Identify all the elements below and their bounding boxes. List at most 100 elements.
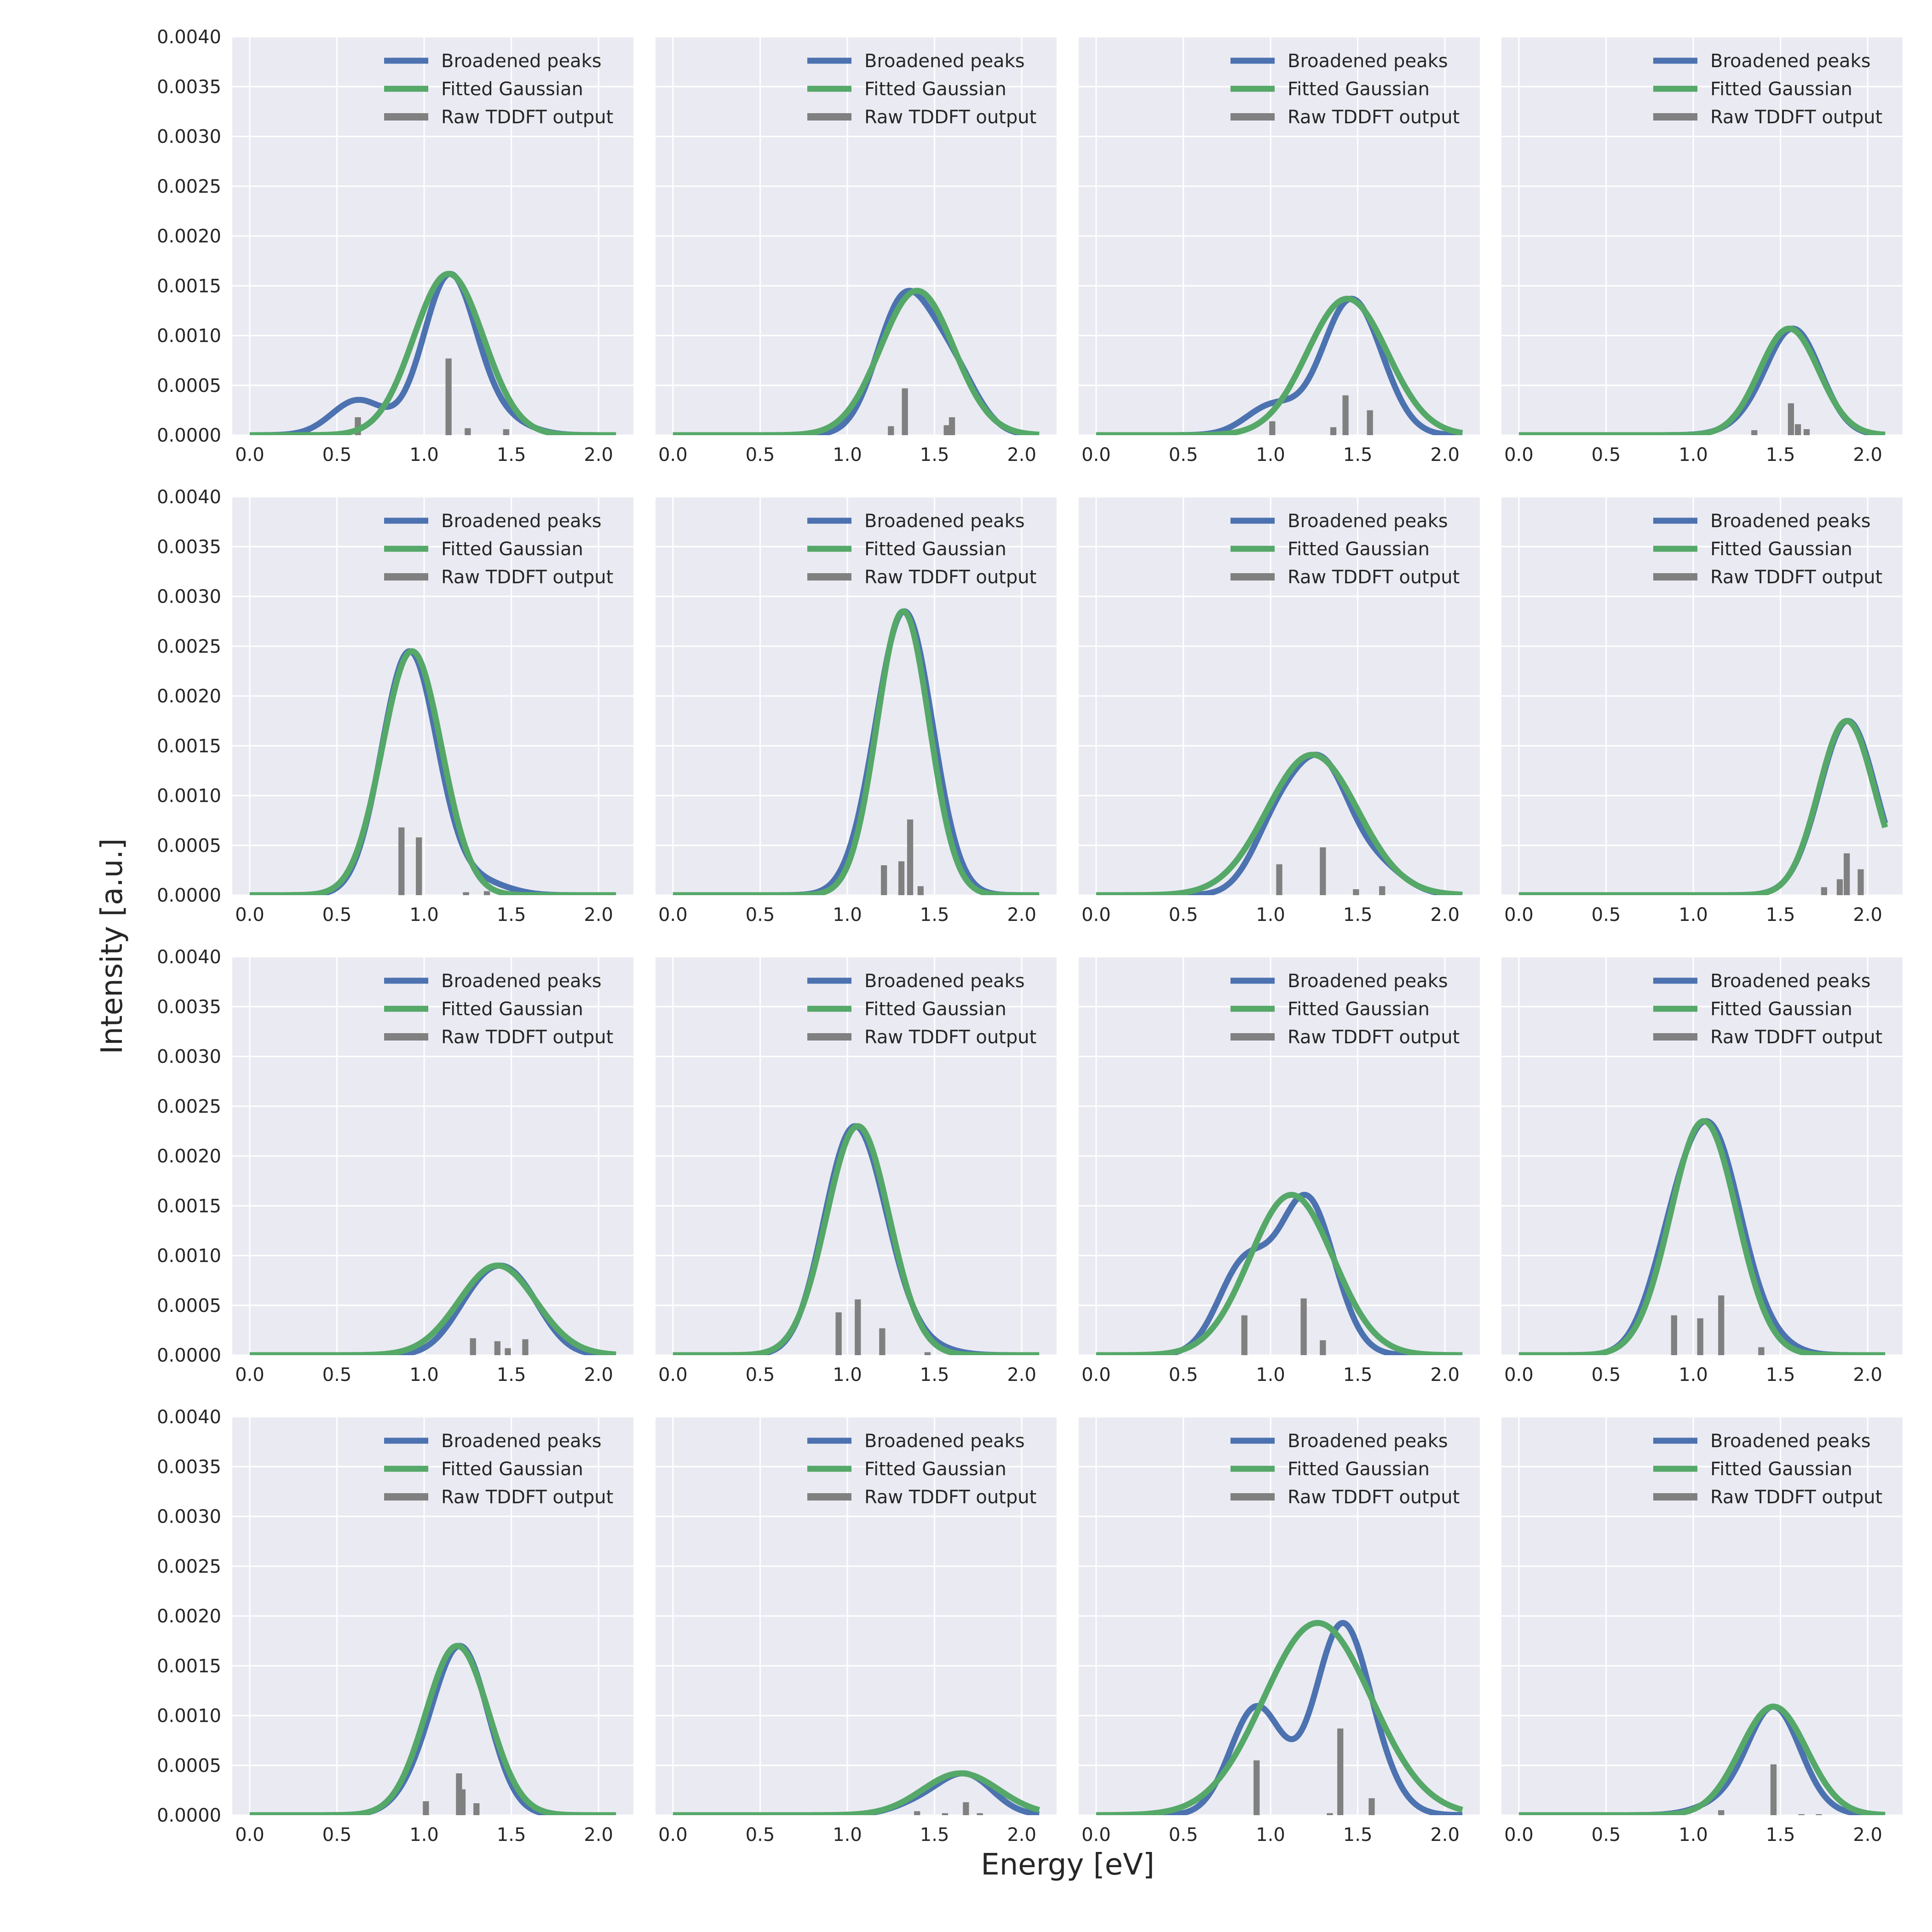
x-tick-label: 2.0 xyxy=(1430,1364,1460,1386)
y-tick-label: 0.0000 xyxy=(157,425,221,446)
raw-tddft-bar xyxy=(522,1339,529,1355)
raw-tddft-bar xyxy=(1342,395,1349,435)
x-tick-label: 1.0 xyxy=(1256,1364,1285,1386)
x-tick-label: 2.0 xyxy=(1007,444,1036,466)
x-tick-label: 2.0 xyxy=(584,1364,613,1386)
x-tick-label: 1.5 xyxy=(497,1824,526,1846)
legend-label: Raw TDDFT output xyxy=(864,107,1036,128)
legend: Broadened peaks Fitted Gaussian Raw TDDFT … xyxy=(1653,971,1882,1048)
x-tick-label: 0.5 xyxy=(1592,1364,1621,1386)
subplot-10: 0.0 0.5 1.0 1.5 2.0 Broadened peaks Fitted Gau… xyxy=(656,956,1057,1386)
raw-tddft-bar xyxy=(1788,403,1794,435)
x-tick-label: 1.5 xyxy=(497,444,526,466)
y-tick-label: 0.0015 xyxy=(157,1656,221,1677)
plot-marks xyxy=(1094,1191,1464,1355)
x-tick-label: 0.0 xyxy=(1081,904,1111,926)
legend-label: Fitted Gaussian xyxy=(1288,79,1430,100)
subplot-8: 0.0 0.5 1.0 1.5 2.0 Broadened peaks Fitted Gau… xyxy=(1501,496,1903,926)
y-tick-label: 0.0025 xyxy=(157,636,221,657)
raw-tddft-bar xyxy=(1794,424,1801,435)
raw-tddft-bar xyxy=(1327,1813,1333,1815)
raw-tddft-bar xyxy=(459,1789,466,1815)
x-tick-label: 1.5 xyxy=(1343,444,1373,466)
plot-marks xyxy=(1094,295,1464,435)
x-tick-label: 1.5 xyxy=(1766,1824,1795,1846)
x-tick-label: 1.0 xyxy=(833,1364,862,1386)
y-tick-label: 0.0015 xyxy=(157,1196,221,1217)
y-tick-label: 0.0000 xyxy=(157,1345,221,1366)
plot-marks xyxy=(248,1643,618,1815)
subplot-11: 0.0 0.5 1.0 1.5 2.0 Broadened peaks Fitted Gau… xyxy=(1079,956,1480,1386)
y-tick-label: 0.0020 xyxy=(157,1606,221,1627)
fitted-gaussian-line xyxy=(671,1123,1041,1355)
legend: Broadened peaks Fitted Gaussian Raw TDDFT … xyxy=(1653,51,1882,128)
raw-tddft-bar xyxy=(924,1352,931,1355)
fitted-gaussian-line xyxy=(248,270,618,435)
x-tick-label: 0.0 xyxy=(658,444,688,466)
x-tick-label: 0.0 xyxy=(1081,444,1111,466)
raw-tddft-bar xyxy=(1770,1764,1777,1815)
raw-tddft-bar xyxy=(1751,430,1758,435)
x-tick-label: 0.5 xyxy=(1592,904,1621,926)
legend: Broadened peaks Fitted Gaussian Raw TDDFT … xyxy=(807,511,1036,588)
raw-tddft-bar xyxy=(494,1341,500,1355)
plot-marks xyxy=(248,648,618,895)
fitted-gaussian-line xyxy=(1517,718,1888,895)
x-tick-label: 1.5 xyxy=(920,444,949,466)
x-tick-label: 0.0 xyxy=(1081,1364,1111,1386)
raw-tddft-bar xyxy=(835,1312,842,1355)
legend-label: Broadened peaks xyxy=(1710,971,1871,992)
subplot-13: 0.0 0.5 1.0 1.5 2.0 0.0000 0.0005 0.0010 0.0015 0… xyxy=(157,1407,633,1846)
raw-tddft-bar xyxy=(505,1348,511,1355)
legend-label: Broadened peaks xyxy=(441,511,602,532)
legend-label: Fitted Gaussian xyxy=(864,1459,1006,1480)
legend-label: Broadened peaks xyxy=(441,1431,602,1452)
fitted-gaussian-line xyxy=(1517,1118,1887,1355)
raw-tddft-bar xyxy=(1857,869,1864,895)
y-axis-title: Intensity [a.u.] xyxy=(95,838,129,1054)
raw-tddft-bar xyxy=(1353,889,1359,895)
raw-tddft-bar xyxy=(1816,1814,1822,1815)
x-tick-label: 2.0 xyxy=(584,1824,613,1846)
y-tick-label: 0.0030 xyxy=(157,126,221,148)
y-tick-label: 0.0035 xyxy=(157,76,221,98)
raw-tddft-bar xyxy=(1368,1798,1375,1815)
plot-marks xyxy=(671,1770,1041,1815)
subplot-9: 0.0 0.5 1.0 1.5 2.0 0.0000 0.0005 0.0010 0.0015 0… xyxy=(157,947,633,1386)
x-tick-label: 1.5 xyxy=(1343,1364,1373,1386)
legend-label: Raw TDDFT output xyxy=(1288,1487,1460,1508)
legend-label: Raw TDDFT output xyxy=(864,1027,1036,1048)
y-tick-label: 0.0020 xyxy=(157,226,221,247)
y-tick-label: 0.0025 xyxy=(157,176,221,197)
x-tick-label: 0.5 xyxy=(322,904,352,926)
legend-label: Raw TDDFT output xyxy=(1710,567,1882,588)
x-tick-label: 1.5 xyxy=(1343,1824,1373,1846)
legend-label: Broadened peaks xyxy=(1710,511,1871,532)
x-tick-label: 0.5 xyxy=(322,1364,352,1386)
x-tick-label: 1.0 xyxy=(1679,904,1708,926)
x-tick-label: 0.5 xyxy=(746,1824,775,1846)
raw-tddft-bar xyxy=(855,1299,861,1355)
x-tick-label: 0.0 xyxy=(1504,1824,1534,1846)
x-tick-label: 1.5 xyxy=(1766,904,1795,926)
raw-tddft-bar xyxy=(1836,879,1843,895)
legend-label: Broadened peaks xyxy=(1710,1431,1871,1452)
y-tick-label: 0.0000 xyxy=(157,1805,221,1826)
x-tick-label: 1.0 xyxy=(409,1824,439,1846)
legend: Broadened peaks Fitted Gaussian Raw TDDFT … xyxy=(1230,51,1460,128)
plot-marks xyxy=(1094,752,1464,895)
y-tick-label: 0.0040 xyxy=(157,487,221,508)
x-tick-label: 0.5 xyxy=(1169,1364,1198,1386)
raw-tddft-bar xyxy=(1241,1315,1248,1355)
x-tick-label: 1.5 xyxy=(497,1364,526,1386)
raw-tddft-bar xyxy=(963,1802,969,1815)
fitted-gaussian-line xyxy=(1517,325,1887,435)
y-tick-label: 0.0000 xyxy=(157,885,221,906)
y-tick-label: 0.0010 xyxy=(157,786,221,807)
raw-tddft-bar xyxy=(1276,864,1282,895)
legend-label: Fitted Gaussian xyxy=(441,999,583,1020)
y-tick-label: 0.0015 xyxy=(157,736,221,757)
x-tick-label: 2.0 xyxy=(584,904,613,926)
y-tick-label: 0.0035 xyxy=(157,996,221,1018)
fitted-gaussian-line xyxy=(1094,1620,1464,1815)
